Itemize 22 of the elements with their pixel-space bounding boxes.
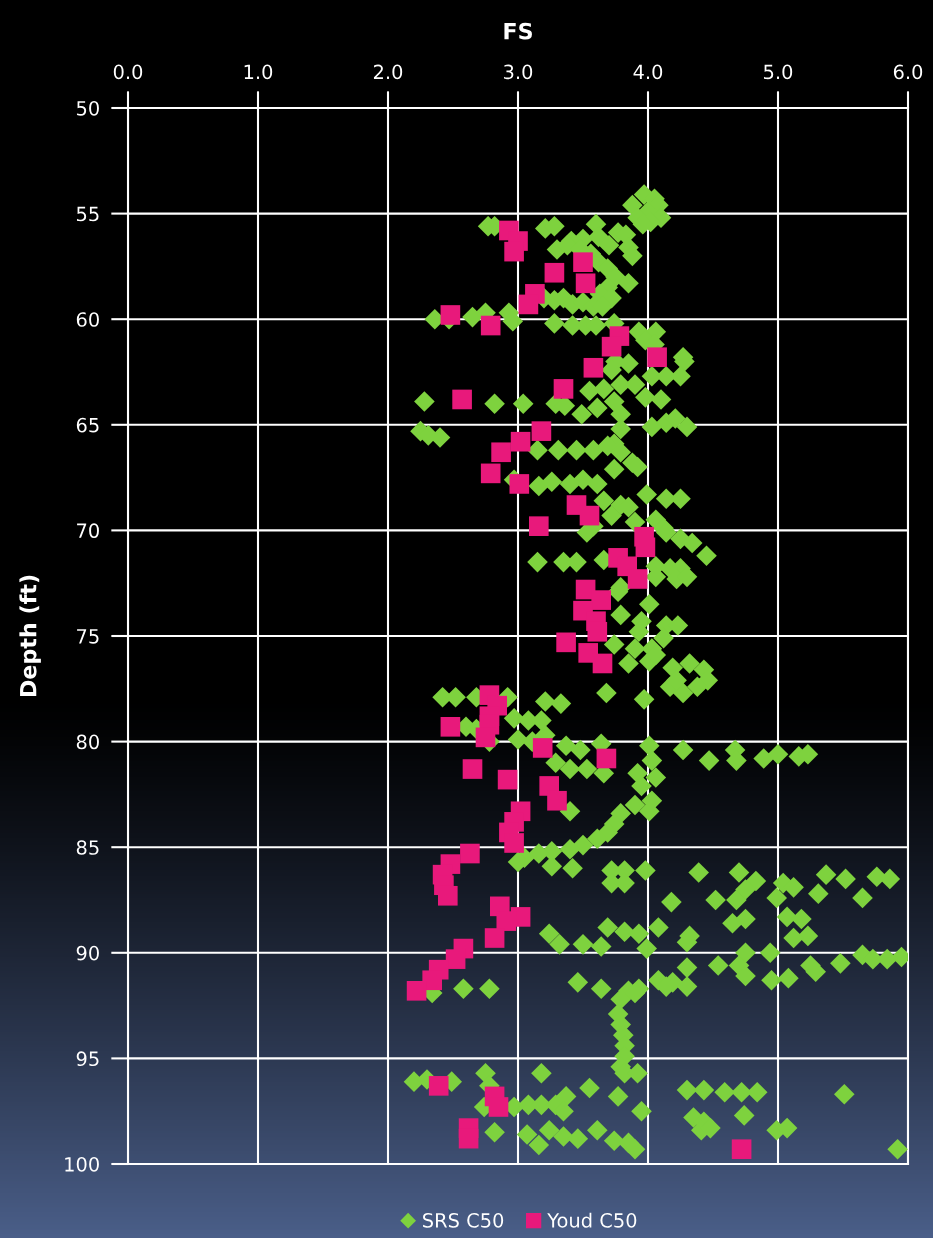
y-tick-label: 100 xyxy=(65,1156,99,1172)
y-tick-label: 90 xyxy=(76,945,99,961)
y-axis-title: Depth (ft) xyxy=(19,575,41,697)
x-tick-label: 5.0 xyxy=(764,64,793,80)
x-tick-label: 2.0 xyxy=(373,64,403,80)
x-axis-title: FS xyxy=(504,22,532,40)
y-tick-label: 80 xyxy=(76,734,99,750)
x-tick-label: 3.0 xyxy=(504,64,533,80)
x-tick-label: 4.0 xyxy=(633,64,663,80)
legend-label: Youd C50 xyxy=(547,1212,637,1228)
y-tick-label: 95 xyxy=(76,1051,99,1067)
y-tick-label: 65 xyxy=(76,417,99,433)
y-tick-label: 60 xyxy=(76,312,99,327)
x-tick-label: 6.0 xyxy=(893,64,923,80)
y-tick-label: 70 xyxy=(77,523,99,539)
y-tick-label: 85 xyxy=(76,840,99,855)
x-tick-label: 0.0 xyxy=(113,64,143,80)
x-tick-label: 1.0 xyxy=(244,64,273,80)
y-tick-label: 55 xyxy=(76,206,99,222)
y-tick-label: 75 xyxy=(77,629,99,644)
legend-label: SRS C50 xyxy=(423,1213,504,1228)
y-tick-label: 50 xyxy=(76,100,99,116)
